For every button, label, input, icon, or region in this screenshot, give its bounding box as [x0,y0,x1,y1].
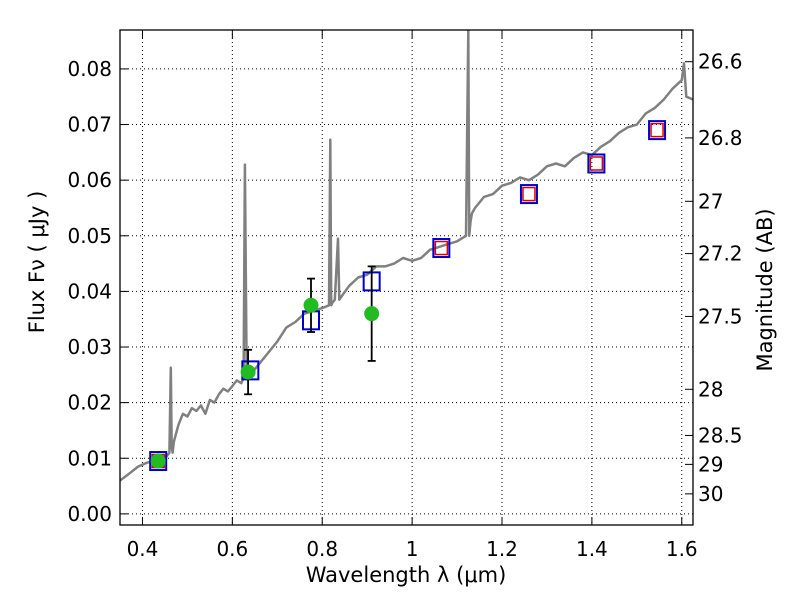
y-tick-label: 0.00 [67,502,112,526]
x-tick-label: 1.6 [666,537,698,561]
flux-point [150,453,166,469]
observed-square-marker [650,122,664,138]
observed-square-marker [522,186,536,202]
y2-tick-label: 26.6 [698,50,743,74]
model-square-marker [432,238,451,259]
y-tick-label: 0.02 [67,391,112,415]
y-tick-label: 0.03 [67,335,112,359]
y2-tick-label: 27.2 [698,242,743,266]
y2-axis-title: Magnitude (AB) [753,208,777,371]
x-tick-label: 0.6 [216,537,248,561]
y-tick-label: 0.01 [67,446,112,470]
model-square-marker [149,451,168,472]
flux-point [364,306,380,322]
y-tick-label: 0.04 [67,279,112,303]
y-tick-label: 0.06 [67,168,112,192]
x-tick-label: 1 [406,537,419,561]
y2-tick-label: 28.5 [698,423,743,447]
model-square-marker [648,120,667,141]
ticks-layer [120,30,693,525]
observed-square-marker [434,240,449,256]
plot-frame [119,29,694,526]
flux-point [303,297,319,313]
observed-square-marker [589,156,604,171]
spectrum-line [120,30,693,482]
x-axis-title: Wavelength λ (μm) [306,563,507,587]
y2-tick-label: 28 [698,377,723,401]
y-tick-label: 0.05 [67,224,112,248]
labels-layer: 0.4 0.6 0.8 1 1.2 1.4 1.6 0.00 0.01 0.02 0.03 0.04 0… [67,50,742,561]
flux-point [240,364,256,380]
y2-tick-label: 29 [698,452,723,476]
y-axis-title: Flux Fν ( μJy ) [25,191,49,334]
y-tick-label: 0.07 [67,113,112,137]
y2-tick-label: 26.8 [698,126,743,150]
model-square-marker [519,184,538,205]
marker-layer [149,120,667,472]
x-tick-label: 1.4 [576,537,608,561]
x-tick-label: 0.4 [127,537,159,561]
y-tick-label: 0.08 [67,57,112,81]
y2-tick-label: 27.5 [698,304,743,328]
grid-layer [120,30,693,525]
spectrum-layer [120,30,693,482]
y2-tick-label: 27 [698,189,723,213]
y2-tick-label: 30 [698,482,723,506]
x-tick-label: 1.2 [486,537,518,561]
model-square-marker [587,153,606,174]
x-tick-label: 0.8 [306,537,338,561]
